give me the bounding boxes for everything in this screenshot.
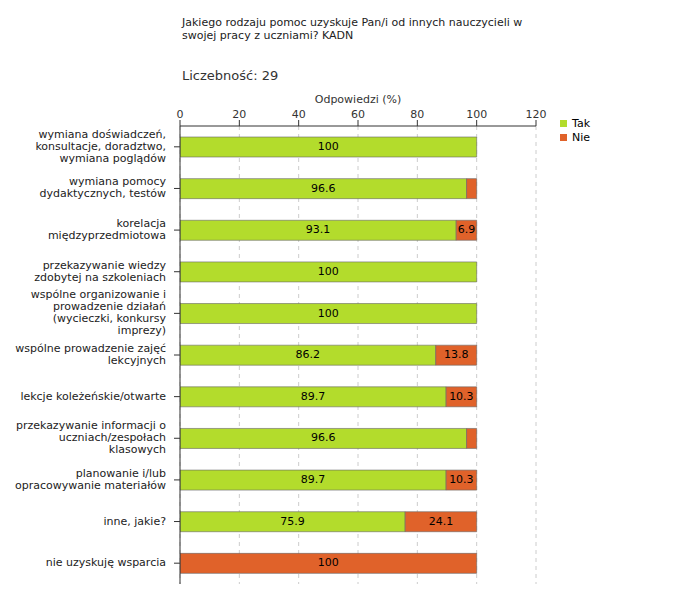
svg-text:100: 100 — [318, 556, 339, 569]
svg-text:93.1: 93.1 — [306, 223, 331, 236]
svg-text:wymiana doświadczeń,konsultacj: wymiana doświadczeń,konsultacje, doradzt… — [35, 128, 166, 165]
svg-text:96.6: 96.6 — [311, 182, 336, 195]
svg-text:inne, jakie?: inne, jakie? — [103, 515, 166, 528]
html-text:Tak: Tak — [572, 116, 590, 130]
html-text:Liczebność: 29: Liczebność: 29 — [182, 68, 279, 83]
svg-text:wymiana pomocydydaktycznych, t: wymiana pomocydydaktycznych, testów — [39, 175, 166, 200]
svg-text:75.9: 75.9 — [280, 515, 305, 528]
svg-text:wspólne organizowanie iprowadz: wspólne organizowanie iprowadzenie dział… — [31, 288, 167, 337]
svg-text:10.3: 10.3 — [449, 390, 474, 403]
svg-text:100: 100 — [466, 108, 487, 121]
svg-text:korelacjamiędzyprzedmiotowa: korelacjamiędzyprzedmiotowa — [48, 217, 166, 242]
svg-text:Odpowiedzi (%): Odpowiedzi (%) — [315, 93, 402, 106]
svg-text:planowanie i/lubopracowywanie: planowanie i/lubopracowywanie materiałów — [15, 467, 166, 492]
svg-text:wspólne prowadzenie zajęćlekcy: wspólne prowadzenie zajęćlekcyjnych — [15, 342, 166, 367]
svg-text:86.2: 86.2 — [296, 348, 321, 361]
svg-text:13.8: 13.8 — [444, 348, 469, 361]
svg-text:przekazywanie wiedzyzdobytej n: przekazywanie wiedzyzdobytej na szkoleni… — [34, 259, 166, 284]
svg-text:nie uzyskuję wsparcia: nie uzyskuję wsparcia — [46, 556, 166, 569]
svg-text:120: 120 — [526, 108, 547, 121]
svg-text:6.9: 6.9 — [458, 223, 476, 236]
html-text:Nie: Nie — [572, 130, 591, 144]
svg-text:80: 80 — [410, 108, 424, 121]
svg-text:89.7: 89.7 — [301, 473, 326, 486]
svg-text:100: 100 — [318, 265, 339, 278]
svg-text:89.7: 89.7 — [301, 390, 326, 403]
svg-text:60: 60 — [351, 108, 365, 121]
svg-text:100: 100 — [318, 140, 339, 153]
svg-text:przekazywanie informacji ouczn: przekazywanie informacji ouczniach/zespo… — [16, 419, 166, 456]
svg-text:24.1: 24.1 — [429, 515, 454, 528]
svg-text:lekcje koleżeńskie/otwarte: lekcje koleżeńskie/otwarte — [20, 390, 166, 403]
svg-text:20: 20 — [232, 108, 246, 121]
svg-text:100: 100 — [318, 307, 339, 320]
svg-text:96.6: 96.6 — [311, 431, 336, 444]
html-text:Jakiego rodzaju pomoc uzyskuje: Jakiego rodzaju pomoc uzyskuje Pan/i od … — [182, 16, 523, 42]
svg-text:40: 40 — [292, 108, 306, 121]
svg-text:0: 0 — [177, 108, 184, 121]
svg-text:10.3: 10.3 — [449, 473, 474, 486]
